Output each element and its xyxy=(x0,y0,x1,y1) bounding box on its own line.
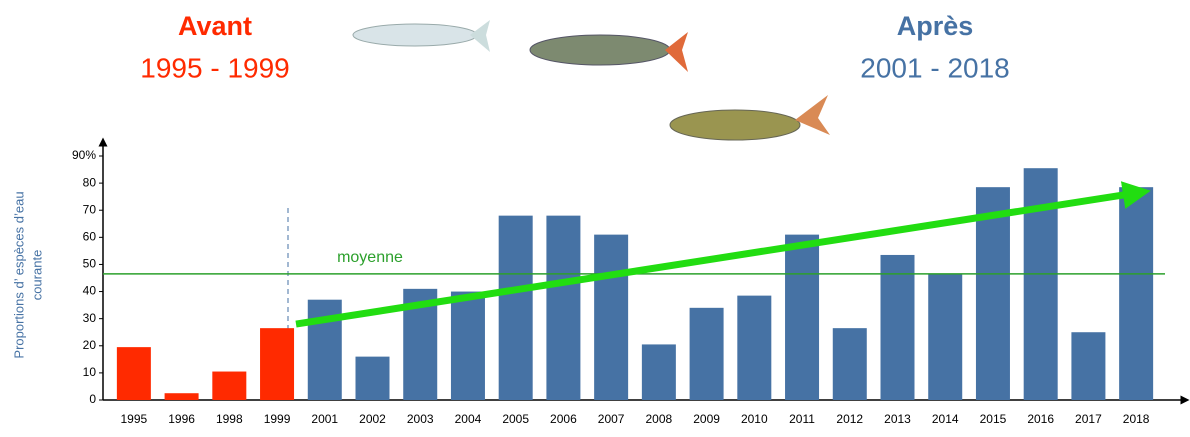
x-tick-label: 2005 xyxy=(502,412,529,426)
bar xyxy=(594,234,629,400)
x-tick-label: 2002 xyxy=(359,412,386,426)
x-tick-label: 2015 xyxy=(980,412,1007,426)
bar xyxy=(1071,332,1106,400)
x-tick-label: 2017 xyxy=(1075,412,1102,426)
y-tick-label: 30 xyxy=(83,311,97,325)
x-tick-label: 2006 xyxy=(550,412,577,426)
x-tick-label: 2004 xyxy=(455,412,482,426)
x-tick-label: 2012 xyxy=(836,412,863,426)
bar xyxy=(975,187,1010,400)
x-tick-label: 2008 xyxy=(646,412,673,426)
x-tick-label: 2001 xyxy=(311,412,338,426)
bar xyxy=(737,295,772,400)
bar xyxy=(785,234,820,400)
bar xyxy=(928,273,963,400)
mean-label: moyenne xyxy=(337,249,403,266)
y-tick-label: 10 xyxy=(83,365,97,379)
y-tick-label: 40 xyxy=(83,284,97,298)
bar xyxy=(450,291,485,400)
bar xyxy=(832,328,867,400)
bar xyxy=(546,215,581,400)
x-tick-label: 1999 xyxy=(264,412,291,426)
bar xyxy=(498,215,533,400)
y-tick-label: 0 xyxy=(89,392,96,406)
heading: Avant xyxy=(178,11,252,41)
bar xyxy=(641,344,676,400)
period: 2001 - 2018 xyxy=(860,52,1009,83)
y-tick-label: 70 xyxy=(83,202,97,216)
bar xyxy=(689,307,724,400)
x-tick-label: 1996 xyxy=(168,412,195,426)
y-tick-label: 80 xyxy=(83,175,97,189)
y-tick-label: 50 xyxy=(83,257,97,271)
y-tick-label: 90% xyxy=(72,148,96,162)
bar xyxy=(212,371,247,400)
y-tick-label: 60 xyxy=(83,230,97,244)
x-tick-label: 2007 xyxy=(598,412,625,426)
bar xyxy=(260,328,295,400)
y-label: courante xyxy=(29,250,44,301)
bar xyxy=(164,393,199,400)
x-tick-label: 2009 xyxy=(693,412,720,426)
trend-arrow xyxy=(295,181,1151,328)
bar xyxy=(880,254,915,400)
bar xyxy=(1119,187,1154,400)
fish-decoration xyxy=(352,20,830,141)
x-tick-label: 2016 xyxy=(1027,412,1054,426)
x-tick-label: 2014 xyxy=(932,412,959,426)
x-tick-label: 2010 xyxy=(741,412,768,426)
heading: Après xyxy=(897,11,974,41)
x-tick-label: 2013 xyxy=(884,412,911,426)
bar xyxy=(116,347,151,400)
period: 1995 - 1999 xyxy=(140,52,289,83)
x-tick-label: 2011 xyxy=(789,412,815,426)
y-tick-label: 20 xyxy=(83,338,97,352)
bar xyxy=(355,356,390,400)
x-tick-label: 1998 xyxy=(216,412,243,426)
y-label: Proportions d’ espèces d’eau xyxy=(11,191,26,358)
x-tick-label: 2018 xyxy=(1123,412,1150,426)
x-tick-label: 1995 xyxy=(121,412,148,426)
x-tick-label: 2003 xyxy=(407,412,434,426)
